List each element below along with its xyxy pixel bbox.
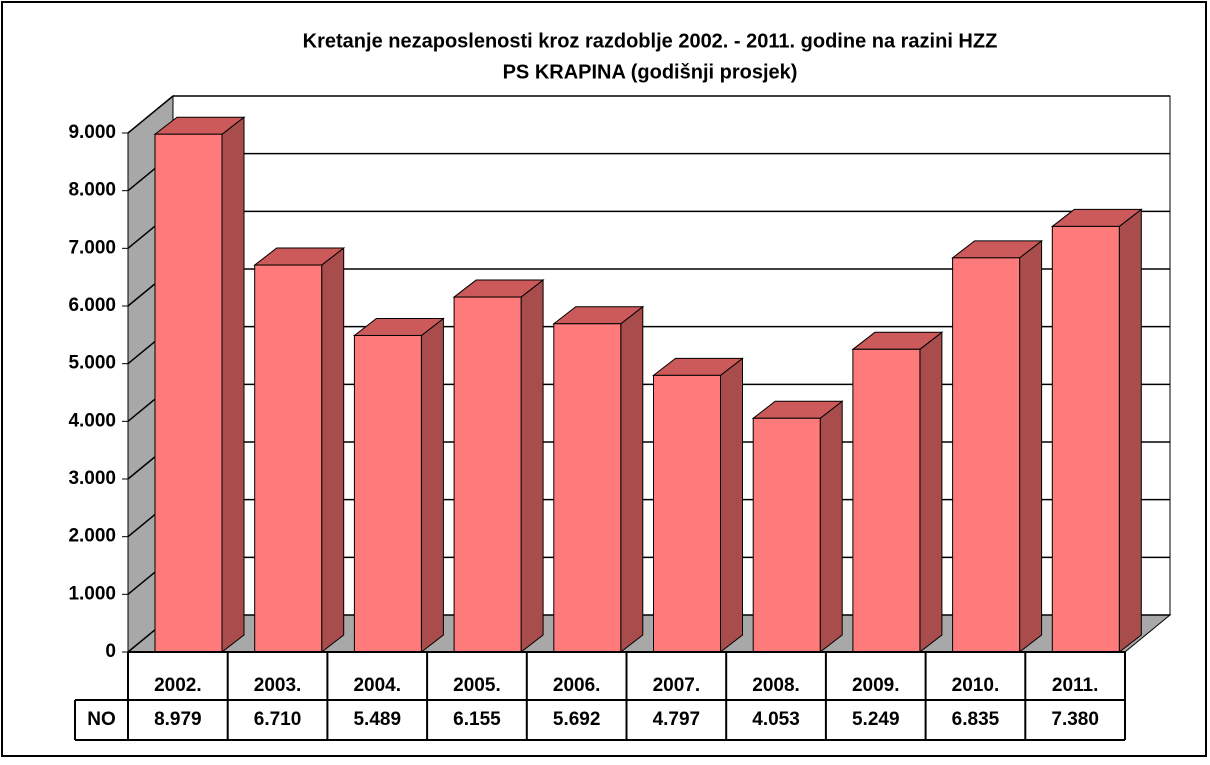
data-label: 6.155 [453, 709, 501, 730]
data-label: 5.692 [553, 709, 601, 730]
x-tick-label: 2011. [1052, 675, 1099, 696]
y-tick-label: 7.000 [68, 237, 116, 258]
x-tick-label: 2010. [952, 675, 1000, 696]
chart-title: Kretanje nezaposlenosti kroz razdoblje 2… [303, 30, 998, 52]
data-label: 5.249 [852, 709, 900, 730]
y-tick-label: 8.000 [68, 180, 116, 201]
y-tick-label: 1.000 [68, 583, 116, 604]
x-tick-label: 2003. [254, 675, 302, 696]
x-tick-label: 2007. [653, 675, 701, 696]
x-tick-label: 2005. [453, 675, 501, 696]
bar-front [1051, 225, 1120, 653]
data-label: 4.797 [653, 709, 701, 730]
bar-side [919, 331, 943, 654]
bar [851, 331, 944, 654]
y-tick-label: 9.000 [68, 122, 116, 143]
bar [1050, 208, 1143, 654]
x-tick-label: 2002. [154, 675, 202, 696]
bar [552, 305, 645, 654]
bar [652, 357, 744, 654]
y-tick-label: 0 [105, 641, 116, 662]
data-label: 7.380 [1051, 709, 1099, 730]
y-tick-label: 3.000 [68, 468, 116, 489]
y-tick-label: 4.000 [68, 410, 116, 431]
bar-front [453, 296, 522, 653]
chart-title: PS KRAPINA (godišnji prosjek) [503, 61, 798, 83]
bar-front [952, 257, 1021, 653]
bar [751, 400, 844, 654]
bar [951, 239, 1044, 654]
bar-front [752, 417, 821, 653]
bar-front [653, 374, 721, 653]
bar [153, 116, 246, 654]
data-label: 6.835 [952, 709, 1000, 730]
data-label: 6.710 [254, 709, 302, 730]
bar-front [553, 323, 622, 653]
y-tick-label: 2.000 [68, 526, 116, 547]
bar [452, 279, 545, 654]
data-label: 4.053 [752, 709, 800, 730]
x-tick-label: 2006. [553, 675, 601, 696]
data-label: 5.489 [353, 709, 401, 730]
legend-label: NO [87, 709, 116, 730]
bar-side [321, 247, 345, 654]
bar-side [1118, 208, 1142, 654]
x-tick-label: 2009. [852, 675, 900, 696]
bar-side [420, 317, 444, 654]
x-tick-label: 2008. [752, 675, 800, 696]
y-tick-label: 6.000 [68, 295, 116, 316]
bar-front [353, 334, 422, 653]
bar-side [221, 116, 245, 654]
bar-side [720, 357, 743, 654]
x-tick-label: 2004. [353, 675, 401, 696]
bar-side [520, 279, 544, 654]
bar-side [819, 400, 843, 654]
bar-front [154, 133, 223, 653]
y-tick-label: 5.000 [68, 353, 116, 374]
bar-front [852, 348, 921, 653]
bar [352, 317, 445, 654]
bar-side [1019, 239, 1043, 654]
bar-front [254, 264, 323, 653]
bar-side [620, 305, 644, 654]
grid-line [127, 95, 174, 134]
data-label: 8.979 [154, 709, 202, 730]
bar [253, 247, 346, 654]
